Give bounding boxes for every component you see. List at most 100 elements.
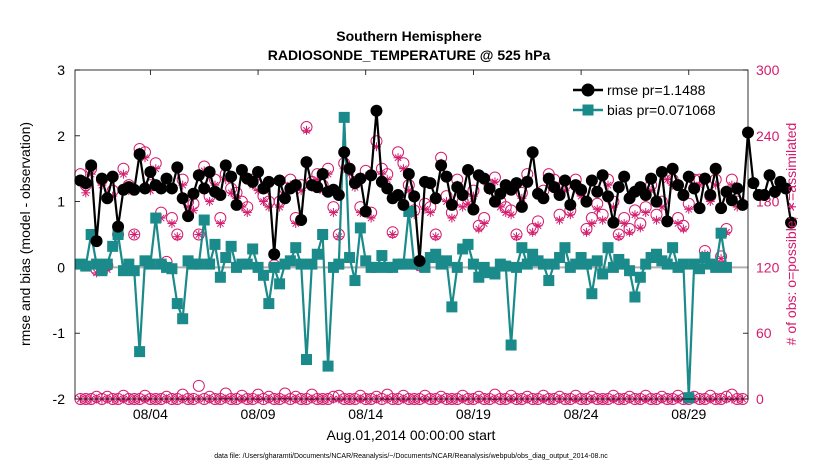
y-right-tick-label: 240 xyxy=(756,128,780,144)
rmse-marker xyxy=(365,169,378,182)
rmse-marker xyxy=(515,200,528,213)
rmse-marker xyxy=(171,161,184,174)
rmse-marker xyxy=(542,172,555,185)
y-right-tick-label: 120 xyxy=(756,259,780,275)
obs-assimilated-marker xyxy=(598,215,608,225)
rmse-marker xyxy=(289,179,302,192)
rmse-marker xyxy=(408,190,421,203)
bias-marker xyxy=(694,263,706,275)
rmse-marker xyxy=(402,167,415,180)
bias-marker xyxy=(446,301,458,313)
rmse-marker xyxy=(682,170,695,183)
rmse-marker xyxy=(435,159,448,172)
rmse-marker xyxy=(779,182,792,195)
bias-marker xyxy=(451,261,463,273)
obs-assimilated-marker xyxy=(641,208,651,218)
bias-marker xyxy=(123,258,135,270)
bias-marker xyxy=(295,258,307,270)
x-tick-label: 08/14 xyxy=(348,406,383,422)
y-left-tick-label: 3 xyxy=(57,62,65,78)
y-right-tick-label: 60 xyxy=(756,325,772,341)
bias-marker xyxy=(311,248,323,260)
bias-marker xyxy=(667,242,679,254)
rmse-marker xyxy=(785,216,798,229)
rmse-marker xyxy=(731,182,744,195)
rmse-marker xyxy=(79,177,92,190)
rmse-marker xyxy=(182,210,195,223)
rmse-marker xyxy=(645,172,658,185)
rmse-marker xyxy=(666,162,679,175)
rmse-marker xyxy=(144,165,157,178)
rmse-marker xyxy=(90,235,103,248)
bias-marker xyxy=(591,255,603,267)
rmse-marker xyxy=(763,169,776,182)
rmse-marker xyxy=(133,148,146,161)
rmse-marker xyxy=(300,156,313,169)
bias-marker xyxy=(489,268,501,280)
y-left-tick-label: -2 xyxy=(53,391,66,407)
bias-marker xyxy=(403,205,415,217)
bias-marker xyxy=(322,360,334,372)
bias-marker xyxy=(91,258,103,270)
bias-marker xyxy=(597,268,609,280)
bias-marker xyxy=(602,242,614,254)
rmse-marker xyxy=(295,214,308,227)
rmse-marker xyxy=(768,185,781,198)
obs-assimilated-marker xyxy=(662,175,672,185)
obs-assimilated-marker xyxy=(614,232,624,242)
bias-marker xyxy=(720,261,732,273)
rmse-marker xyxy=(225,170,238,183)
bias-marker xyxy=(430,248,442,260)
obs-assimilated-marker xyxy=(678,224,688,234)
y-left-tick-label: -1 xyxy=(53,325,66,341)
rmse-marker xyxy=(187,187,200,200)
bias-marker xyxy=(301,354,313,366)
bias-marker xyxy=(241,258,253,270)
bias-marker xyxy=(252,261,264,273)
rmse-marker xyxy=(704,189,717,202)
chart-title-line2: RADIOSONDE_TEMPERATURE @ 525 hPa xyxy=(268,47,551,63)
obs-assimilated-marker xyxy=(587,219,597,229)
bias-marker xyxy=(462,238,474,250)
bias-marker xyxy=(284,255,296,267)
obs-assimilated-marker xyxy=(506,210,516,220)
obs-assimilated-marker xyxy=(328,208,338,218)
rmse-marker xyxy=(558,174,571,187)
obs-assimilated-marker xyxy=(592,204,602,214)
rmse-marker xyxy=(214,189,227,202)
obs-assimilated-marker xyxy=(425,208,435,218)
y-right-tick-label: 300 xyxy=(756,62,780,78)
rmse-marker xyxy=(359,205,372,218)
bias-marker xyxy=(677,258,689,270)
rmse-marker xyxy=(273,174,286,187)
rmse-marker xyxy=(478,172,491,185)
legend: rmse pr=1.1488 bias pr=0.071068 xyxy=(569,76,734,120)
legend-bias-marker xyxy=(582,104,594,116)
rmse-marker xyxy=(602,190,615,203)
bias-marker xyxy=(580,258,592,270)
rmse-marker xyxy=(338,146,351,159)
bias-marker xyxy=(96,265,108,277)
rmse-marker xyxy=(101,192,114,205)
x-axis-label: Aug.01,2014 00:00:00 start xyxy=(327,427,496,443)
bias-marker xyxy=(107,240,119,252)
rmse-marker xyxy=(537,192,550,205)
bias-marker xyxy=(177,313,189,325)
rmse-marker xyxy=(332,189,345,202)
bias-marker xyxy=(263,298,275,310)
rmse-marker xyxy=(413,254,426,267)
bias-marker xyxy=(306,258,318,270)
bias-marker xyxy=(198,214,210,226)
obs-assimilated-marker xyxy=(673,219,683,229)
obs-assimilated-marker xyxy=(619,219,629,229)
rmse-marker xyxy=(693,202,706,215)
rmse-marker xyxy=(618,170,631,183)
rmse-marker xyxy=(736,198,749,211)
rmse-marker xyxy=(155,182,168,195)
obs-assimilated-marker xyxy=(129,230,139,239)
chart-title-line1: Southern Hemisphere xyxy=(336,28,482,44)
obs-assimilated-marker xyxy=(684,204,694,214)
rmse-marker xyxy=(354,172,367,185)
obs-assimilated-marker xyxy=(565,210,575,220)
obs-assimilated-marker xyxy=(479,219,489,229)
